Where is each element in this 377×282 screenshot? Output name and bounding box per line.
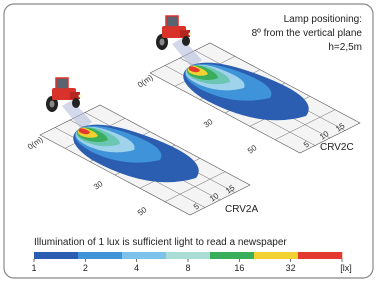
annotation-angle: 8º from the vertical plane bbox=[252, 28, 363, 39]
scale-segment bbox=[254, 252, 298, 259]
scale-segment bbox=[122, 252, 166, 259]
infographic: Lamp positioning: 8º from the vertical p… bbox=[0, 0, 377, 282]
scale-segment bbox=[298, 252, 342, 259]
annotation-height: h=2,5m bbox=[328, 42, 362, 53]
scale-segment bbox=[78, 252, 122, 259]
scale-label: 4 bbox=[134, 263, 139, 273]
scale-segment bbox=[210, 252, 254, 259]
scale-label: 32 bbox=[286, 263, 296, 273]
legend-caption: Illumination of 1 lux is sufficient ligh… bbox=[34, 237, 287, 248]
scale-segment bbox=[166, 252, 210, 259]
annotation-title: Lamp positioning: bbox=[284, 14, 362, 25]
scene-label: CRV2C bbox=[320, 142, 354, 153]
scene-label: CRV2A bbox=[225, 204, 258, 215]
scale-label: 16 bbox=[234, 263, 244, 273]
scale-label: [lx] bbox=[340, 263, 352, 273]
scale-segment bbox=[34, 252, 78, 259]
scale-label: 8 bbox=[185, 263, 190, 273]
scale-label: 2 bbox=[83, 263, 88, 273]
scale-label: 1 bbox=[31, 263, 36, 273]
